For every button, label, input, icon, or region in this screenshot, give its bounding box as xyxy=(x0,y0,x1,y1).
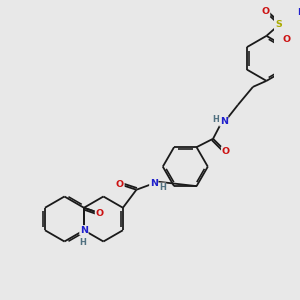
Text: N: N xyxy=(150,178,158,188)
Text: N: N xyxy=(220,117,228,126)
Text: NH: NH xyxy=(297,8,300,17)
Text: O: O xyxy=(262,8,270,16)
Text: O: O xyxy=(116,180,124,189)
Text: O: O xyxy=(283,35,291,44)
Text: H: H xyxy=(159,183,166,192)
Text: O: O xyxy=(222,147,230,156)
Text: H: H xyxy=(213,116,220,124)
Text: N: N xyxy=(80,226,88,235)
Text: S: S xyxy=(276,20,282,29)
Text: O: O xyxy=(95,209,104,218)
Text: H: H xyxy=(79,238,86,247)
